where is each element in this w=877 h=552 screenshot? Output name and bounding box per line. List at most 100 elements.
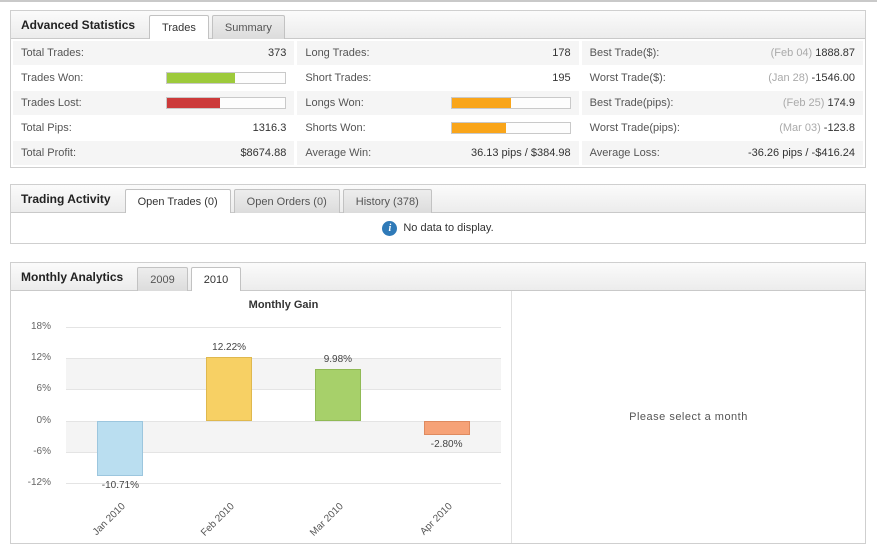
x-axis-tick-label: Mar 2010 xyxy=(307,501,346,539)
stat-date: (Mar 03) xyxy=(779,122,821,134)
y-axis-tick-label: -6% xyxy=(33,445,51,457)
stat-label: Trades Lost: xyxy=(21,97,82,109)
stat-value: (Jan 28) -1546.00 xyxy=(768,72,855,84)
monthly-analytics-title: Monthly Analytics xyxy=(21,269,124,284)
stat-value: (Feb 04) 1888.87 xyxy=(771,47,855,59)
advanced-statistics-title: Advanced Statistics xyxy=(21,17,136,32)
y-axis-tick-label: 18% xyxy=(30,321,51,333)
trades-lost-bar-fill xyxy=(167,98,221,108)
row-trades-lost: Trades Lost: xyxy=(13,91,295,115)
stat-value: (Feb 25) 174.9 xyxy=(783,97,855,109)
longs-won-bar xyxy=(450,97,571,109)
monthly-gain-chart: Monthly Gain 18% 12% 6% 0% -6% -12% -10.71% Ja… xyxy=(11,291,511,543)
stats-grid: Total Trades: 373 Trades Won: Trades Los… xyxy=(11,39,865,167)
stat-value: 373 xyxy=(267,47,287,59)
stat-value: 178 xyxy=(552,47,571,59)
stat-date: (Jan 28) xyxy=(768,72,809,84)
tab-trades[interactable]: Trades xyxy=(149,15,209,39)
bar-value-label: 9.98% xyxy=(323,353,353,365)
row-average-win: Average Win: 36.13 pips / $384.98 xyxy=(297,141,579,165)
stat-label: Long Trades: xyxy=(305,47,370,59)
stat-label: Average Win: xyxy=(305,147,372,159)
advanced-statistics-tabs: Trades Summary xyxy=(149,14,288,39)
trading-activity-header: Trading Activity Open Trades (0) Open Or… xyxy=(11,185,865,213)
monthly-analytics-body: Monthly Gain 18% 12% 6% 0% -6% -12% -10.71% Ja… xyxy=(11,291,865,543)
stats-column-2: Long Trades: 178 Short Trades: 195 Longs… xyxy=(297,41,579,165)
monthly-analytics-panel: Monthly Analytics 2009 2010 Monthly Gain… xyxy=(10,262,866,544)
row-average-loss: Average Loss: -36.26 pips / -$416.24 xyxy=(581,141,863,165)
stat-label: Best Trade($): xyxy=(589,47,660,59)
x-axis-tick-label: Apr 2010 xyxy=(417,501,455,538)
chart-band xyxy=(66,358,501,390)
row-best-trade-usd: Best Trade($): (Feb 04) 1888.87 xyxy=(581,41,863,65)
row-total-pips: Total Pips: 1316.3 xyxy=(13,116,294,140)
stat-value: 195 xyxy=(552,72,571,84)
x-axis-tick-label: Feb 2010 xyxy=(199,501,237,539)
stat-label: Total Pips: xyxy=(21,122,72,134)
stat-date: (Feb 25) xyxy=(782,97,825,109)
stat-value: -36.26 pips / -$416.24 xyxy=(747,147,855,159)
no-data-message: No data to display. xyxy=(403,222,494,234)
trading-activity-title: Trading Activity xyxy=(21,191,111,206)
stat-label: Best Trade(pips): xyxy=(589,97,674,109)
chart-bar-jan-2010[interactable] xyxy=(97,420,144,476)
chart-title: Monthly Gain xyxy=(248,299,319,311)
stat-label: Trades Won: xyxy=(21,72,84,84)
row-worst-trade-usd: Worst Trade($): (Jan 28) -1546.00 xyxy=(582,66,863,90)
stat-value: (Mar 03) -123.8 xyxy=(779,122,855,134)
x-axis-tick-label: Jan 2010 xyxy=(91,501,129,538)
stat-amount: 1888.87 xyxy=(815,47,855,59)
tab-history[interactable]: History (378) xyxy=(342,189,432,213)
row-total-profit: Total Profit: $8674.88 xyxy=(13,141,295,165)
trading-activity-body: i No data to display. xyxy=(11,213,865,243)
select-month-message: Please select a month xyxy=(629,411,748,423)
chart-gridline xyxy=(66,420,501,422)
chart-bar-feb-2010[interactable] xyxy=(206,357,253,421)
bar-value-label: -2.80% xyxy=(430,439,463,451)
row-long-trades: Long Trades: 178 xyxy=(297,41,579,65)
stat-label: Longs Won: xyxy=(305,97,364,109)
stat-label: Total Trades: xyxy=(21,47,84,59)
stat-value: $8674.88 xyxy=(240,147,287,159)
tab-2010[interactable]: 2010 xyxy=(190,267,242,291)
tab-open-trades[interactable]: Open Trades (0) xyxy=(124,189,231,213)
chart-gridline xyxy=(66,389,501,391)
stat-label: Worst Trade(pips): xyxy=(589,122,680,134)
stat-amount: -123.8 xyxy=(823,122,855,134)
stat-label: Total Profit: xyxy=(21,147,77,159)
bar-value-label: 12.22% xyxy=(212,342,247,354)
stat-label: Short Trades: xyxy=(305,72,372,84)
stats-column-3: Best Trade($): (Feb 04) 1888.87 Worst Tra… xyxy=(581,41,863,165)
monthly-analytics-tabs: 2009 2010 xyxy=(137,266,244,291)
trades-lost-bar xyxy=(166,97,287,109)
bar-value-label: -10.71% xyxy=(101,479,139,491)
chart-gridline xyxy=(66,358,501,360)
row-trades-won: Trades Won: xyxy=(13,66,294,90)
stat-amount: -1546.00 xyxy=(811,72,855,84)
tab-summary[interactable]: Summary xyxy=(211,15,285,39)
advanced-statistics-header: Advanced Statistics Trades Summary xyxy=(11,11,865,39)
stat-date: (Feb 04) xyxy=(770,47,813,59)
trades-won-bar-fill xyxy=(167,73,235,83)
stat-label: Worst Trade($): xyxy=(589,72,666,84)
monthly-gain-y-axis: 18% 12% 6% 0% -6% -12% xyxy=(11,317,57,493)
shorts-won-bar-fill xyxy=(451,123,506,133)
tab-open-orders[interactable]: Open Orders (0) xyxy=(233,189,340,213)
row-longs-won: Longs Won: xyxy=(297,91,579,115)
tab-2009[interactable]: 2009 xyxy=(137,267,188,291)
info-icon: i xyxy=(382,220,398,236)
chart-gridline xyxy=(66,482,501,484)
stat-value: 1316.3 xyxy=(252,122,287,134)
chart-gridline xyxy=(66,327,501,329)
stat-label: Average Loss: xyxy=(589,147,660,159)
chart-bar-apr-2010[interactable] xyxy=(423,420,470,435)
y-axis-tick-label: -12% xyxy=(27,476,51,488)
y-axis-tick-label: 6% xyxy=(36,383,51,395)
row-shorts-won: Shorts Won: xyxy=(297,116,578,140)
monthly-analytics-header: Monthly Analytics 2009 2010 xyxy=(11,263,865,291)
chart-bar-mar-2010[interactable] xyxy=(314,368,361,421)
row-best-trade-pips: Best Trade(pips): (Feb 25) 174.9 xyxy=(581,91,863,115)
row-short-trades: Short Trades: 195 xyxy=(297,66,578,90)
top-divider xyxy=(0,0,877,2)
